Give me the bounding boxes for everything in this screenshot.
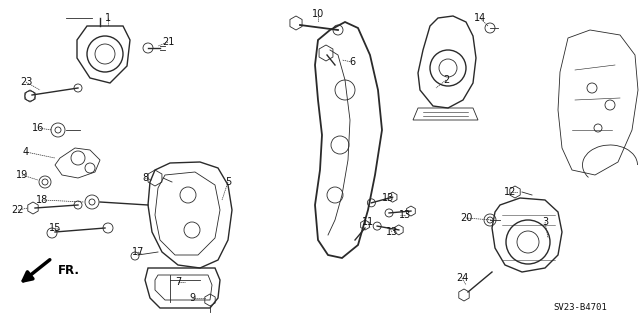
Text: 24: 24 xyxy=(456,273,468,283)
Text: 21: 21 xyxy=(162,37,174,47)
Text: 17: 17 xyxy=(132,247,144,257)
Text: 19: 19 xyxy=(16,170,28,180)
Text: 9: 9 xyxy=(189,293,195,303)
Text: 23: 23 xyxy=(20,77,32,87)
Text: 6: 6 xyxy=(349,57,355,67)
Text: 4: 4 xyxy=(23,147,29,157)
Text: 11: 11 xyxy=(362,217,374,227)
Text: 13: 13 xyxy=(386,227,398,237)
Text: 15: 15 xyxy=(49,223,61,233)
Text: 3: 3 xyxy=(542,217,548,227)
Text: 10: 10 xyxy=(312,9,324,19)
Text: 7: 7 xyxy=(175,277,181,287)
Text: 5: 5 xyxy=(225,177,231,187)
Text: 13: 13 xyxy=(399,210,411,220)
Text: 16: 16 xyxy=(32,123,44,133)
Text: 1: 1 xyxy=(105,13,111,23)
Text: 22: 22 xyxy=(12,205,24,215)
Text: FR.: FR. xyxy=(58,263,80,277)
Text: 13: 13 xyxy=(382,193,394,203)
Text: 20: 20 xyxy=(460,213,472,223)
Text: 12: 12 xyxy=(504,187,516,197)
Text: 14: 14 xyxy=(474,13,486,23)
Text: SV23-B4701: SV23-B4701 xyxy=(553,303,607,313)
Text: 2: 2 xyxy=(443,75,449,85)
Text: 8: 8 xyxy=(142,173,148,183)
Text: 18: 18 xyxy=(36,195,48,205)
